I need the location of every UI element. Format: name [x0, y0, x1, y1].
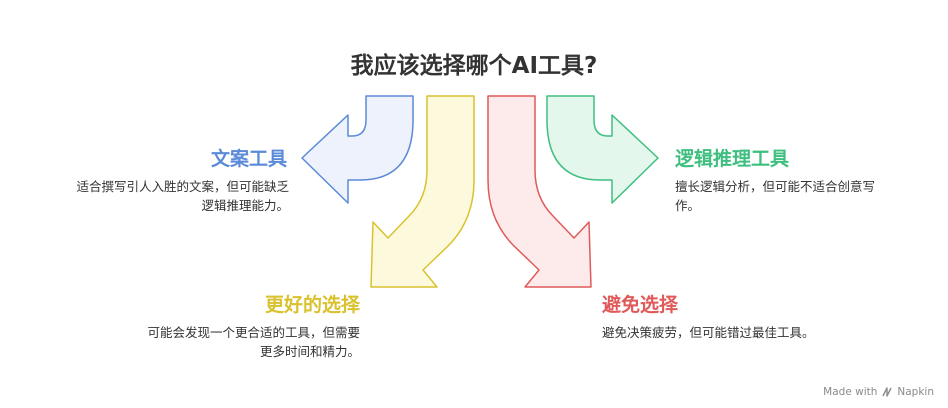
- footer-watermark: Made with Napkin: [823, 386, 934, 398]
- desc-line: 作。: [675, 198, 701, 213]
- desc-line: 更多时间和精力。: [259, 344, 360, 359]
- page-title: 我应该选择哪个AI工具?: [350, 53, 598, 79]
- arrow-copywriting-tool: [301, 95, 414, 204]
- option-label-copywriting: 文案工具: [210, 148, 287, 170]
- desc-line: 避免决策疲劳，但可能错过最佳工具。: [602, 325, 815, 340]
- desc-line: 逻辑推理能力。: [201, 198, 289, 213]
- desc-line: 擅长逻辑分析，但可能不适合创意写: [675, 179, 876, 194]
- footer-text: Made with: [823, 386, 878, 398]
- option-label-avoid-choice: 避免选择: [602, 294, 679, 316]
- arrow-avoid-choice: [487, 95, 592, 288]
- option-desc-copywriting: 适合撰写引人入胜的文案，但可能缺乏 逻辑推理能力。: [76, 177, 289, 215]
- option-label-better-choice: 更好的选择: [264, 294, 360, 316]
- option-desc-better-choice: 可能会发现一个更合适的工具，但需要 更多时间和精力。: [147, 323, 360, 361]
- napkin-logo-icon: [882, 387, 893, 397]
- desc-line: 可能会发现一个更合适的工具，但需要: [147, 325, 360, 340]
- option-label-logic-tool: 逻辑推理工具: [675, 148, 790, 170]
- option-desc-logic-tool: 擅长逻辑分析，但可能不适合创意写 作。: [675, 177, 915, 215]
- arrow-better-choice: [370, 95, 475, 288]
- desc-line: 适合撰写引人入胜的文案，但可能缺乏: [76, 179, 289, 194]
- arrow-logic-tool: [546, 95, 659, 204]
- footer-brand: Napkin: [897, 386, 934, 398]
- option-desc-avoid-choice: 避免决策疲劳，但可能错过最佳工具。: [602, 323, 815, 342]
